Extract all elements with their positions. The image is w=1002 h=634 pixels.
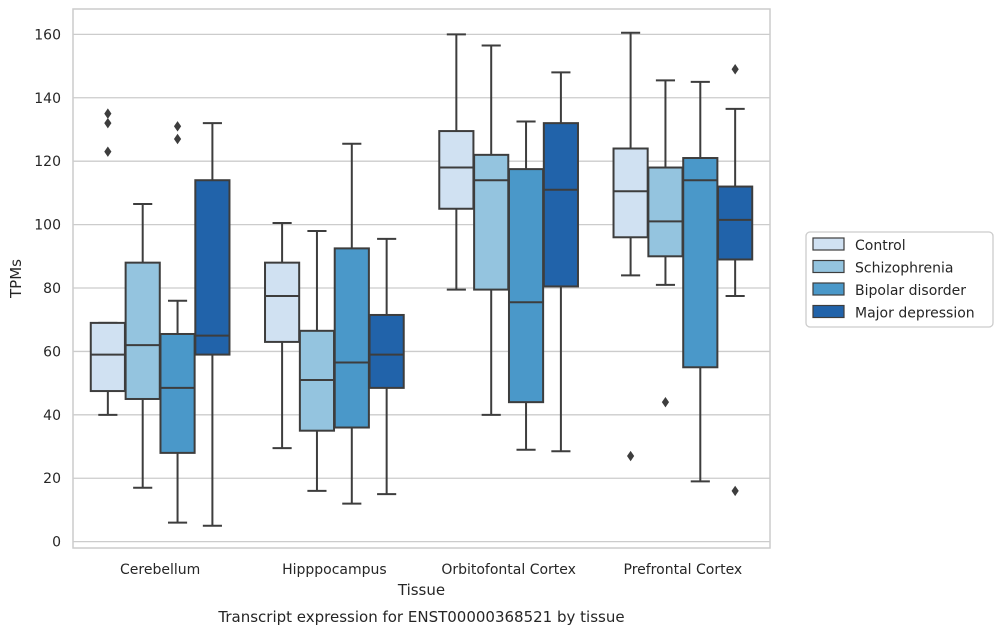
box-body — [264, 261, 301, 343]
box-bipolar-disorder-prefrontal-cortex — [682, 80, 719, 483]
box-body — [612, 147, 649, 239]
plot-area — [73, 9, 770, 548]
box-body — [542, 122, 579, 288]
box-body — [333, 247, 370, 429]
box-body — [124, 261, 161, 400]
legend-label: Bipolar disorder — [855, 283, 966, 299]
y-tick-label: 140 — [34, 91, 61, 107]
box-schizophrenia-cerebellum — [124, 202, 161, 489]
box-bipolar-disorder-cerebellum — [159, 121, 196, 524]
legend-swatch — [812, 282, 845, 296]
legend-swatch — [812, 237, 845, 251]
box-major-depression-prefrontal-cortex — [717, 64, 754, 497]
legend-swatch — [812, 259, 845, 274]
outlier-point — [104, 108, 112, 119]
legend-swatch — [812, 304, 845, 319]
box-body — [194, 179, 231, 356]
box-body — [473, 153, 510, 291]
plot-frame — [72, 8, 771, 549]
outlier-point — [173, 133, 182, 145]
x-tick-label: Cerebellum — [120, 562, 200, 578]
box-major-depression-hipppocampus — [368, 237, 405, 496]
y-tick-label: 100 — [34, 218, 61, 234]
outlier-point — [104, 117, 112, 129]
outlier-point — [731, 485, 739, 497]
chart-caption: Transcript expression for ENST0000036852… — [217, 608, 624, 626]
box-body — [368, 313, 405, 389]
outlier-point — [731, 64, 739, 75]
box-control-cerebellum — [89, 108, 126, 416]
box-body — [89, 321, 126, 393]
y-axis-ticks: 0 20 40 60 80 100 120 140 160 — [34, 27, 61, 550]
y-tick-label: 20 — [43, 471, 61, 487]
box-body — [507, 168, 545, 404]
box-body — [159, 332, 196, 454]
x-axis-label: Tissue — [397, 581, 445, 599]
box-control-prefrontal-cortex — [612, 31, 649, 462]
y-tick-label: 40 — [43, 408, 61, 424]
outlier-point — [627, 450, 635, 462]
box-schizophrenia-prefrontal-cortex — [647, 79, 684, 408]
y-tick-label: 160 — [34, 27, 61, 43]
box-body — [682, 157, 719, 369]
boxes — [89, 31, 754, 527]
box-major-depression-cerebellum — [194, 122, 231, 527]
outlier-point — [173, 121, 182, 132]
y-tick-label: 120 — [34, 154, 61, 170]
box-bipolar-disorder-hipppocampus — [333, 142, 370, 505]
x-tick-label: Orbitofontal Cortex — [441, 562, 576, 578]
box-body — [647, 166, 684, 258]
box-body — [438, 130, 475, 210]
box-body — [717, 185, 754, 261]
legend-frame — [805, 231, 994, 328]
box-bipolar-disorder-orbitofontal-cortex — [507, 120, 545, 451]
legend-label: Schizophrenia — [855, 261, 953, 277]
y-tick-label: 80 — [43, 281, 61, 297]
box-control-hipppocampus — [264, 222, 301, 450]
x-tick-label: Prefrontal Cortex — [624, 562, 743, 578]
legend-label: Control — [855, 238, 906, 254]
x-tick-label: Hipppocampus — [282, 562, 387, 578]
box-control-orbitofontal-cortex — [438, 33, 475, 291]
outlier-point — [661, 396, 670, 408]
box-schizophrenia-orbitofontal-cortex — [473, 44, 510, 416]
x-axis-ticks: Cerebellum Hipppocampus Orbitofontal Corte… — [120, 562, 742, 578]
y-tick-label: 0 — [52, 535, 61, 551]
y-tick-label: 60 — [43, 344, 61, 360]
y-axis-label: TPMs — [7, 259, 25, 299]
legend-label: Major depression — [855, 306, 975, 322]
legend: Control Schizophrenia Bipolar disorder Majo… — [805, 231, 994, 328]
box-major-depression-orbitofontal-cortex — [542, 71, 579, 453]
outlier-point — [104, 146, 112, 157]
